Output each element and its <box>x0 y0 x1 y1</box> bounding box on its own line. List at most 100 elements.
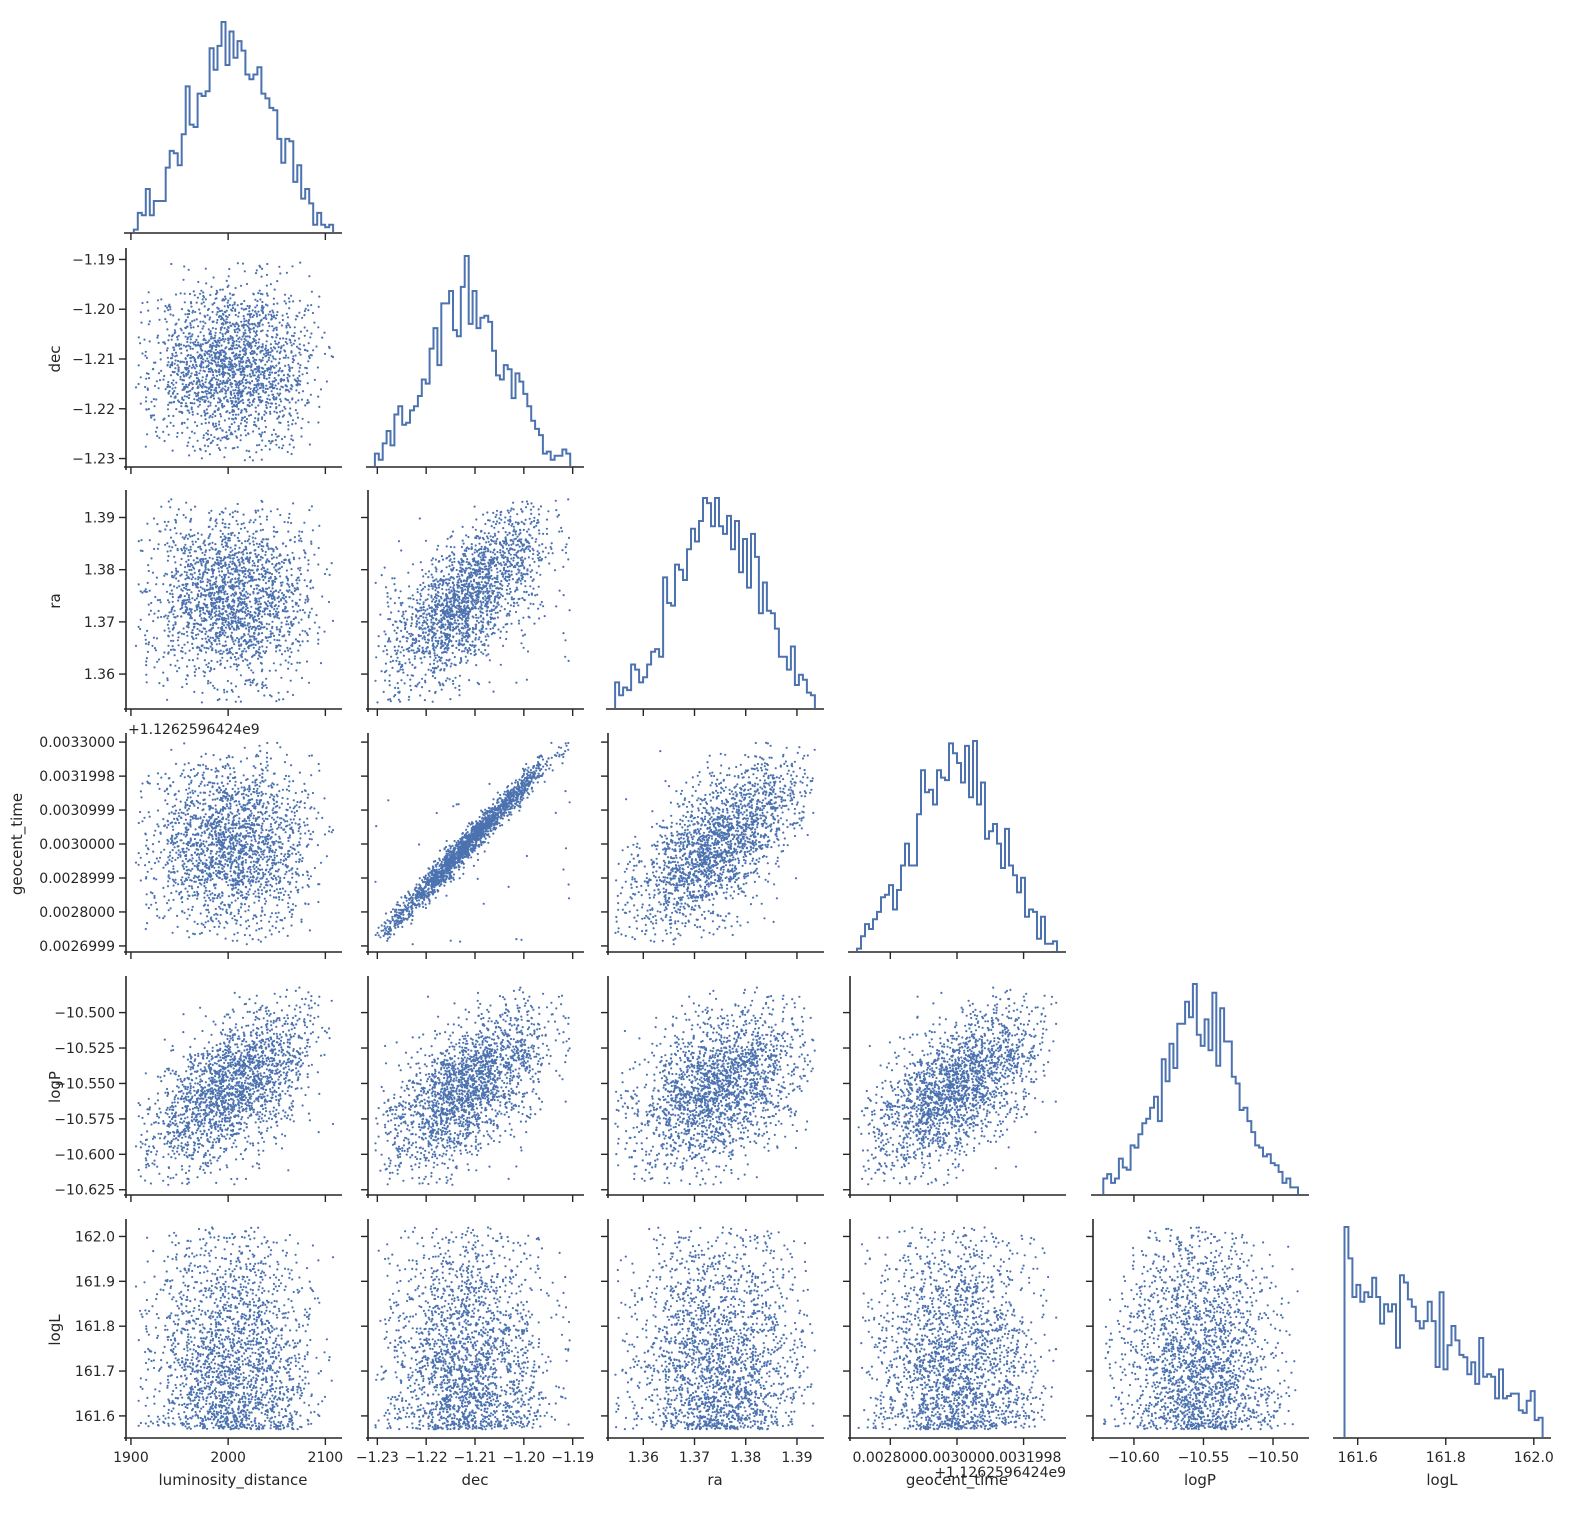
data-point <box>269 411 271 413</box>
data-point <box>276 350 278 352</box>
data-point <box>209 316 211 318</box>
data-point <box>273 298 275 300</box>
data-point <box>221 362 223 364</box>
data-point <box>264 431 266 433</box>
data-point <box>220 415 222 417</box>
data-point <box>237 315 239 317</box>
data-point <box>298 337 300 339</box>
data-point <box>228 429 230 431</box>
data-point <box>287 374 289 376</box>
data-point <box>255 272 257 274</box>
data-point <box>287 364 289 366</box>
data-point <box>269 399 271 401</box>
data-point <box>191 431 193 433</box>
data-point <box>181 308 183 310</box>
data-point <box>246 418 248 420</box>
data-point <box>164 440 166 442</box>
data-point <box>212 413 214 415</box>
data-point <box>283 357 285 359</box>
panel-luminosity_distance-vs-luminosity_distance <box>124 22 342 240</box>
data-point <box>235 397 237 399</box>
data-point <box>178 319 180 321</box>
data-point <box>229 397 231 399</box>
data-point <box>179 378 181 380</box>
data-point <box>199 404 201 406</box>
data-point <box>150 401 152 403</box>
data-point <box>294 332 296 334</box>
data-point <box>253 421 255 423</box>
data-point <box>287 322 289 324</box>
data-point <box>211 357 213 359</box>
data-point <box>152 368 154 370</box>
data-point <box>174 329 176 331</box>
data-point <box>247 305 249 307</box>
data-point <box>157 335 159 337</box>
data-point <box>297 363 299 365</box>
data-point <box>275 384 277 386</box>
data-point <box>190 360 192 362</box>
data-point <box>280 380 282 382</box>
panel-dec-vs-luminosity_distance: −1.23−1.22−1.21−1.20−1.19 <box>72 248 342 474</box>
data-point <box>222 335 224 337</box>
data-point <box>310 332 312 334</box>
data-point <box>179 348 181 350</box>
data-point <box>199 369 201 371</box>
data-point <box>262 343 264 345</box>
histogram-luminosity_distance <box>134 22 333 232</box>
data-point <box>269 354 271 356</box>
data-point <box>287 424 289 426</box>
data-point <box>281 410 283 412</box>
data-point <box>221 344 223 346</box>
data-point <box>255 371 257 373</box>
data-point <box>172 314 174 316</box>
data-point <box>247 357 249 359</box>
data-point <box>273 357 275 359</box>
data-point <box>159 379 161 381</box>
data-point <box>153 398 155 400</box>
data-point <box>236 347 238 349</box>
data-point <box>216 383 218 385</box>
data-point <box>288 307 290 309</box>
data-point <box>199 312 201 314</box>
data-point <box>262 312 264 314</box>
data-point <box>175 359 177 361</box>
data-point <box>195 339 197 341</box>
data-point <box>144 386 146 388</box>
data-point <box>289 407 291 409</box>
data-point <box>281 324 283 326</box>
data-point <box>207 401 209 403</box>
data-point <box>188 365 190 367</box>
data-point <box>256 315 258 317</box>
data-point <box>197 297 199 299</box>
data-point <box>262 387 264 389</box>
data-point <box>218 423 220 425</box>
data-point <box>201 380 203 382</box>
data-point <box>324 353 326 355</box>
data-point <box>300 354 302 356</box>
data-point <box>265 426 267 428</box>
data-point <box>229 412 231 414</box>
data-point <box>279 411 281 413</box>
data-point <box>272 329 274 331</box>
data-point <box>168 334 170 336</box>
data-point <box>177 364 179 366</box>
data-point <box>315 345 317 347</box>
data-point <box>255 407 257 409</box>
data-point <box>264 420 266 422</box>
data-point <box>135 386 137 388</box>
data-point <box>197 325 199 327</box>
data-point <box>256 444 258 446</box>
data-point <box>251 380 253 382</box>
data-point <box>190 342 192 344</box>
data-point <box>180 292 182 294</box>
data-point <box>210 402 212 404</box>
data-point <box>237 446 239 448</box>
data-point <box>155 398 157 400</box>
data-point <box>202 291 204 293</box>
data-point <box>283 349 285 351</box>
data-point <box>155 431 157 433</box>
data-point <box>186 386 188 388</box>
data-point <box>241 419 243 421</box>
data-point <box>203 301 205 303</box>
data-point <box>257 341 259 343</box>
